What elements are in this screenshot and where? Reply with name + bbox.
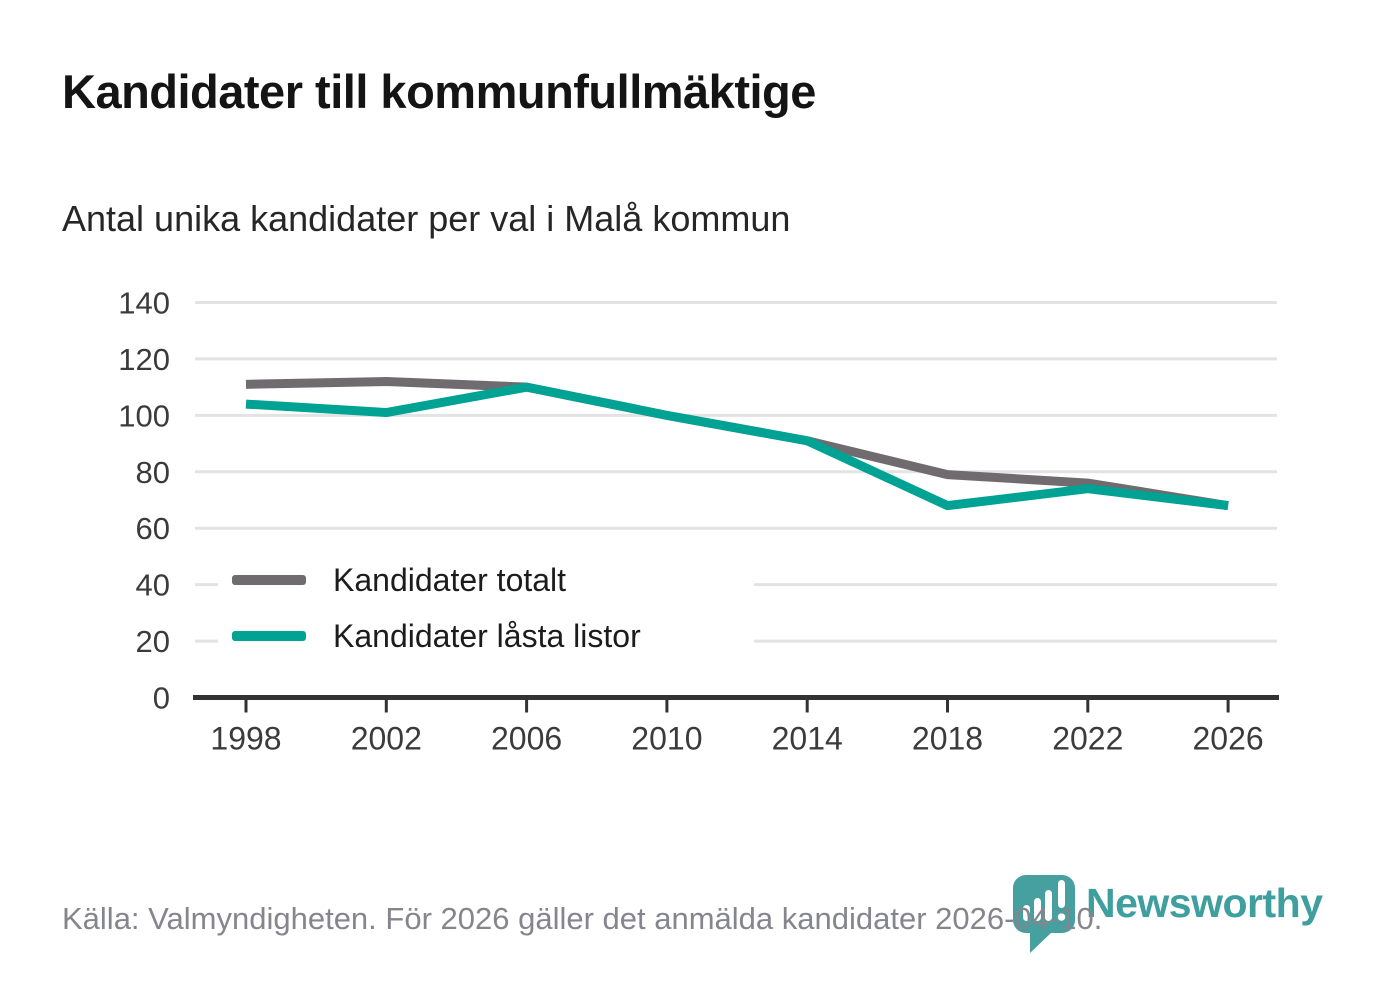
svg-text:2026: 2026 [1193,721,1264,757]
chart-title: Kandidater till kommunfullmäktige [62,65,816,118]
logo-bar-1 [1023,905,1030,921]
legend-label-totalt: Kandidater totalt [333,561,567,598]
logo-bar-3 [1045,890,1052,921]
svg-text:20: 20 [136,624,170,659]
logo-exclamation-dot [1057,913,1066,921]
chart-subtitle: Antal unika kandidater per val i Malå ko… [62,198,791,239]
svg-text:1998: 1998 [210,721,281,757]
svg-text:2010: 2010 [631,721,702,757]
svg-text:60: 60 [136,511,170,546]
svg-text:100: 100 [118,398,170,433]
source-note: Källa: Valmyndigheten. För 2026 gäller d… [62,901,1103,936]
svg-text:140: 140 [118,286,170,321]
legend-item-lasta-listor: Kandidater låsta listor [232,615,754,657]
svg-text:80: 80 [136,455,170,490]
newsworthy-logo: Newsworthy [1013,875,1323,955]
logo-exclamation-bar [1058,880,1065,908]
svg-text:2018: 2018 [912,721,983,757]
svg-text:2014: 2014 [772,721,843,757]
svg-text:40: 40 [136,568,170,603]
logo-bar-2 [1034,898,1041,921]
newsworthy-logo-icon [1013,875,1075,953]
legend-swatch-totalt [232,575,306,585]
svg-text:2022: 2022 [1052,721,1123,757]
legend-label-lasta-listor: Kandidater låsta listor [333,617,641,654]
svg-text:2006: 2006 [491,721,562,757]
legend-item-totalt: Kandidater totalt [232,559,754,601]
svg-text:0: 0 [153,681,170,716]
svg-text:120: 120 [118,342,170,377]
svg-text:2002: 2002 [351,721,422,757]
newsworthy-logo-text: Newsworthy [1086,880,1323,926]
chart-legend: Kandidater totalt Kandidater låsta listo… [218,549,754,667]
legend-swatch-lasta-listor [232,631,306,641]
